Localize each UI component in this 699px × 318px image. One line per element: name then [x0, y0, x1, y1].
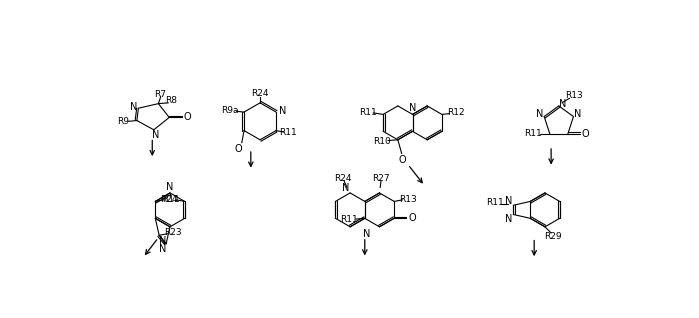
Text: R8: R8 [166, 96, 178, 105]
Text: R12: R12 [447, 108, 465, 117]
Text: R11: R11 [162, 195, 180, 204]
Text: R9a: R9a [222, 106, 239, 115]
Text: N: N [505, 197, 512, 206]
Text: R23: R23 [164, 228, 182, 238]
Text: R13: R13 [399, 195, 417, 204]
Text: R24: R24 [252, 89, 269, 98]
Text: R24: R24 [333, 174, 351, 183]
Text: O: O [235, 144, 243, 154]
Text: N: N [342, 183, 350, 192]
Text: N: N [130, 102, 138, 113]
Text: R7: R7 [154, 90, 166, 99]
Text: N: N [559, 99, 566, 109]
Text: O: O [582, 129, 589, 139]
Text: O: O [183, 113, 191, 122]
Text: R10: R10 [373, 137, 391, 146]
Text: N: N [152, 130, 159, 140]
Text: R27: R27 [372, 174, 390, 183]
Text: N: N [505, 214, 512, 224]
Text: N: N [575, 109, 582, 119]
Text: R24: R24 [160, 195, 178, 204]
Text: N: N [409, 103, 416, 113]
Text: R11: R11 [524, 129, 542, 138]
Text: N: N [363, 229, 370, 239]
Text: N: N [536, 109, 543, 119]
Text: R9: R9 [117, 117, 129, 126]
Text: R13: R13 [565, 91, 583, 100]
Text: R29: R29 [544, 232, 561, 240]
Text: N: N [159, 244, 166, 254]
Text: R11: R11 [359, 107, 377, 117]
Text: N: N [166, 182, 173, 192]
Text: N: N [278, 106, 286, 115]
Text: N: N [159, 236, 166, 246]
Text: R11: R11 [486, 198, 504, 207]
Text: O: O [408, 213, 416, 223]
Text: O: O [398, 155, 406, 165]
Text: R11: R11 [340, 215, 359, 225]
Text: R11: R11 [280, 128, 297, 137]
